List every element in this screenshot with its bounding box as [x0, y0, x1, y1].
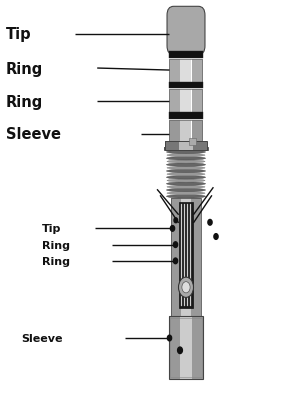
- Ellipse shape: [167, 154, 205, 157]
- Ellipse shape: [167, 157, 206, 161]
- Ellipse shape: [167, 189, 206, 192]
- Bar: [191, 90, 203, 113]
- Ellipse shape: [167, 151, 206, 154]
- Circle shape: [178, 347, 182, 354]
- Bar: [169, 83, 203, 89]
- Bar: [180, 316, 192, 379]
- FancyBboxPatch shape: [167, 7, 205, 55]
- Bar: [192, 316, 203, 379]
- Circle shape: [182, 282, 190, 293]
- Ellipse shape: [167, 173, 205, 176]
- Ellipse shape: [167, 183, 206, 186]
- Bar: [184, 205, 185, 306]
- Bar: [191, 198, 201, 316]
- Bar: [169, 60, 202, 83]
- Circle shape: [178, 277, 194, 298]
- Ellipse shape: [167, 167, 205, 170]
- Bar: [169, 19, 181, 53]
- Text: Ring: Ring: [42, 240, 70, 250]
- Bar: [171, 198, 201, 316]
- Circle shape: [167, 335, 172, 341]
- Bar: [164, 148, 208, 151]
- Bar: [181, 19, 191, 53]
- Circle shape: [174, 218, 178, 223]
- Bar: [178, 148, 194, 151]
- Circle shape: [208, 220, 212, 226]
- Bar: [171, 198, 181, 316]
- Bar: [191, 19, 203, 53]
- Text: Sleeve: Sleeve: [6, 127, 61, 142]
- Bar: [181, 90, 191, 113]
- Text: Ring: Ring: [6, 62, 43, 76]
- Bar: [189, 139, 196, 146]
- Bar: [181, 205, 182, 306]
- Bar: [181, 198, 191, 316]
- Bar: [179, 202, 193, 308]
- Bar: [181, 60, 191, 83]
- Bar: [187, 205, 188, 306]
- Bar: [169, 120, 181, 142]
- Bar: [169, 19, 202, 53]
- Ellipse shape: [167, 160, 205, 164]
- Bar: [164, 148, 178, 151]
- Bar: [194, 148, 208, 151]
- Ellipse shape: [167, 192, 205, 195]
- Circle shape: [173, 242, 178, 248]
- Ellipse shape: [167, 170, 206, 173]
- Ellipse shape: [167, 195, 206, 198]
- Bar: [164, 142, 179, 151]
- Bar: [169, 316, 180, 379]
- Ellipse shape: [167, 164, 206, 167]
- Bar: [164, 142, 208, 151]
- Text: Ring: Ring: [6, 95, 43, 109]
- Bar: [190, 205, 191, 306]
- Ellipse shape: [167, 148, 205, 151]
- Bar: [169, 60, 181, 83]
- Text: Ring: Ring: [42, 256, 70, 266]
- Bar: [179, 142, 193, 151]
- Bar: [170, 318, 202, 377]
- Circle shape: [214, 234, 218, 240]
- Bar: [193, 142, 208, 151]
- Ellipse shape: [167, 186, 205, 189]
- Bar: [181, 120, 191, 142]
- Text: Tip: Tip: [42, 224, 62, 234]
- Ellipse shape: [167, 179, 205, 183]
- Circle shape: [170, 226, 175, 232]
- Ellipse shape: [167, 176, 206, 180]
- Bar: [191, 120, 203, 142]
- Bar: [169, 113, 203, 119]
- Bar: [191, 60, 203, 83]
- Bar: [169, 316, 203, 379]
- Circle shape: [173, 258, 178, 264]
- Bar: [169, 120, 202, 142]
- Bar: [169, 90, 181, 113]
- Text: Sleeve: Sleeve: [21, 333, 62, 343]
- Text: Tip: Tip: [6, 27, 31, 42]
- Bar: [169, 52, 203, 59]
- Bar: [169, 90, 202, 113]
